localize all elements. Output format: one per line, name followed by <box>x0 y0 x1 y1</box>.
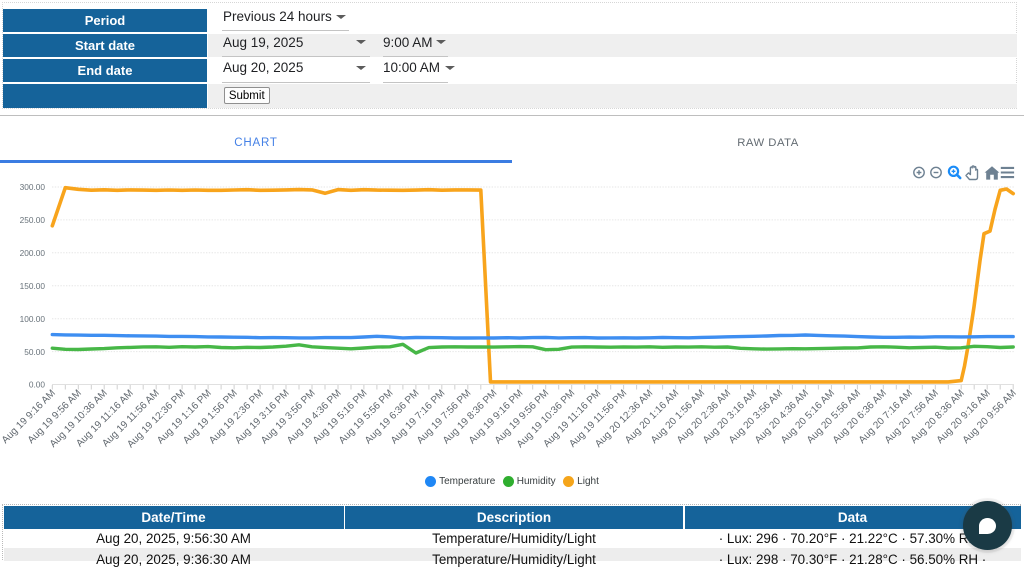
svg-text:150.00: 150.00 <box>20 281 46 291</box>
svg-text:0.00: 0.00 <box>29 380 46 390</box>
svg-text:250.00: 250.00 <box>20 215 46 225</box>
svg-text:100.00: 100.00 <box>20 314 46 324</box>
svg-text:300.00: 300.00 <box>20 182 46 192</box>
svg-text:50.00: 50.00 <box>24 347 45 357</box>
svg-text:200.00: 200.00 <box>20 248 46 258</box>
